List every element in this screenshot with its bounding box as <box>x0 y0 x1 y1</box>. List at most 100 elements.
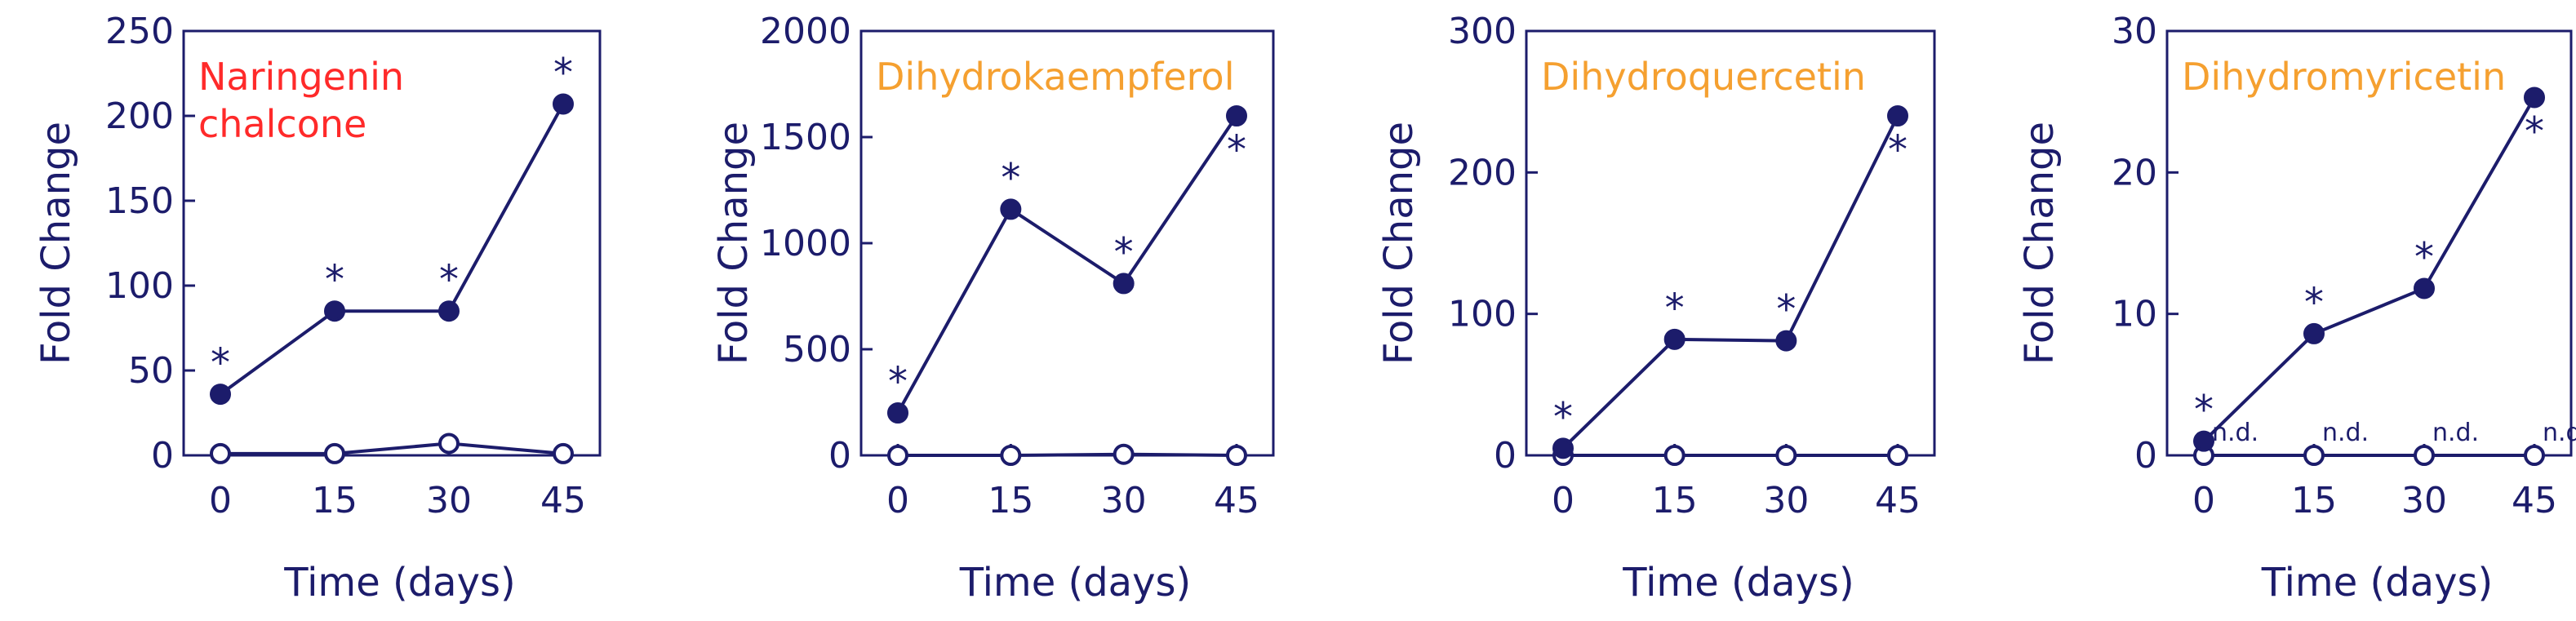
y-tick-label: 500 <box>783 329 851 370</box>
data-point-filled <box>1000 198 1022 220</box>
x-axis-title: Time (days) <box>2261 560 2493 605</box>
data-point-filled <box>1887 105 1908 126</box>
data-point-filled <box>438 300 460 322</box>
x-axis-title: Time (days) <box>283 560 515 605</box>
data-point-filled <box>1552 437 1574 459</box>
x-tick-label: 15 <box>1652 480 1698 521</box>
chart-title: chalcone <box>198 102 366 146</box>
y-tick-label: 150 <box>105 180 174 222</box>
series-line <box>1561 115 1899 450</box>
data-point-open <box>553 442 574 464</box>
data-point-open <box>324 442 345 464</box>
x-tick-label: 45 <box>1875 480 1921 521</box>
significance-star: * <box>2194 388 2214 433</box>
x-tick-label: 15 <box>2291 480 2337 521</box>
data-point-open <box>2524 445 2545 466</box>
y-tick-label: 250 <box>105 11 174 52</box>
chart-panel-3: 0 100 200 300 0 15 30 45 Time (days) Fold Change D… <box>1376 11 1936 605</box>
series-line <box>220 441 564 455</box>
data-point-open <box>1000 445 1022 466</box>
significance-star: * <box>553 50 573 95</box>
data-point-filled <box>2303 322 2325 344</box>
series-line <box>896 114 1238 414</box>
plot-frame <box>182 29 602 457</box>
y-tick-label: 50 <box>128 350 174 392</box>
data-point-filled <box>1226 105 1247 126</box>
data-point-filled <box>1113 273 1135 295</box>
x-axis-title: Time (days) <box>1622 560 1854 605</box>
y-tick-label: 2000 <box>760 11 851 52</box>
data-point-open <box>210 442 231 464</box>
y-tick-label: 1000 <box>760 223 851 264</box>
data-point-open <box>2414 445 2435 466</box>
series-line <box>219 103 565 396</box>
data-point-open <box>1887 445 1908 466</box>
data-point-open <box>1226 445 1247 466</box>
x-tick-label: 30 <box>426 480 472 521</box>
data-point-open <box>2303 445 2325 466</box>
x-tick-label: 0 <box>209 480 232 521</box>
x-tick-label: 45 <box>2512 480 2557 521</box>
x-tick-label: 0 <box>886 480 909 521</box>
chart-title: Naringenin <box>198 55 404 99</box>
y-tick-label: 20 <box>2112 152 2157 193</box>
data-point-filled <box>1775 330 1797 352</box>
x-tick-label: 45 <box>1214 480 1259 521</box>
significance-star: * <box>439 257 459 303</box>
significance-star: * <box>1001 155 1020 201</box>
y-axis-title: Fold Change <box>2017 122 2063 365</box>
significance-star: * <box>1553 394 1573 440</box>
significance-star: * <box>325 257 344 303</box>
significance-star: * <box>2525 109 2544 154</box>
x-tick-label: 15 <box>988 480 1033 521</box>
significance-star: * <box>211 340 230 386</box>
x-tick-label: 30 <box>2401 480 2447 521</box>
y-axis-title: Fold Change <box>711 122 757 365</box>
chart-title: Dihydrokaempferol <box>876 55 1234 99</box>
chart-title: Dihydroquercetin <box>1541 55 1866 99</box>
y-tick-label: 200 <box>1448 152 1517 193</box>
y-tick-label: 1500 <box>760 117 851 158</box>
data-point-filled <box>1663 328 1686 350</box>
chart-panel-4: 0 10 20 30 0 15 30 45 Time (days) Fold Change Dihy… <box>2017 11 2576 605</box>
significance-star: * <box>1114 229 1134 275</box>
significance-star: * <box>1888 127 1908 173</box>
data-point-open <box>887 445 908 466</box>
data-point-filled <box>887 402 908 424</box>
x-tick-label: 15 <box>312 480 358 521</box>
y-tick-label: 100 <box>105 265 174 307</box>
chart-title: Dihydromyricetin <box>2182 55 2506 99</box>
data-point-filled <box>324 300 345 322</box>
x-axis-title: Time (days) <box>959 560 1191 605</box>
nd-label: n.d. <box>2432 419 2479 447</box>
x-tick-label: 45 <box>540 480 586 521</box>
data-point-open <box>1113 443 1135 465</box>
data-point-filled <box>2524 86 2545 109</box>
y-tick-label: 0 <box>1494 435 1517 477</box>
chart-panel-2: 0 500 1000 1500 2000 0 15 30 45 Time (days) Fold C… <box>711 11 1275 605</box>
x-tick-label: 0 <box>1552 480 1574 521</box>
series-line <box>2202 96 2536 443</box>
significance-star: * <box>2304 280 2324 326</box>
y-axis-title: Fold Change <box>1376 122 1422 365</box>
chart-panel-1: 0 50 100 150 200 250 0 15 30 45 Time (days) Fold Ch… <box>33 11 602 605</box>
nd-label: n.d. <box>2543 419 2576 447</box>
x-tick-label: 30 <box>1763 480 1809 521</box>
data-point-filled <box>553 93 574 115</box>
y-tick-label: 0 <box>2134 435 2157 477</box>
nd-label: n.d. <box>2212 419 2258 447</box>
significance-star: * <box>1227 127 1246 173</box>
y-tick-label: 10 <box>2112 294 2157 335</box>
significance-star: * <box>1665 286 1685 331</box>
data-point-filled <box>2193 430 2214 452</box>
data-point-open <box>1663 445 1686 466</box>
significance-star: * <box>1776 287 1796 333</box>
y-tick-label: 0 <box>828 435 851 477</box>
x-tick-label: 0 <box>2192 480 2215 521</box>
y-axis-title: Fold Change <box>33 122 79 365</box>
data-point-filled <box>210 384 231 406</box>
data-point-filled <box>2414 277 2435 299</box>
y-tick-label: 100 <box>1448 294 1517 335</box>
data-point-open <box>1775 445 1797 466</box>
